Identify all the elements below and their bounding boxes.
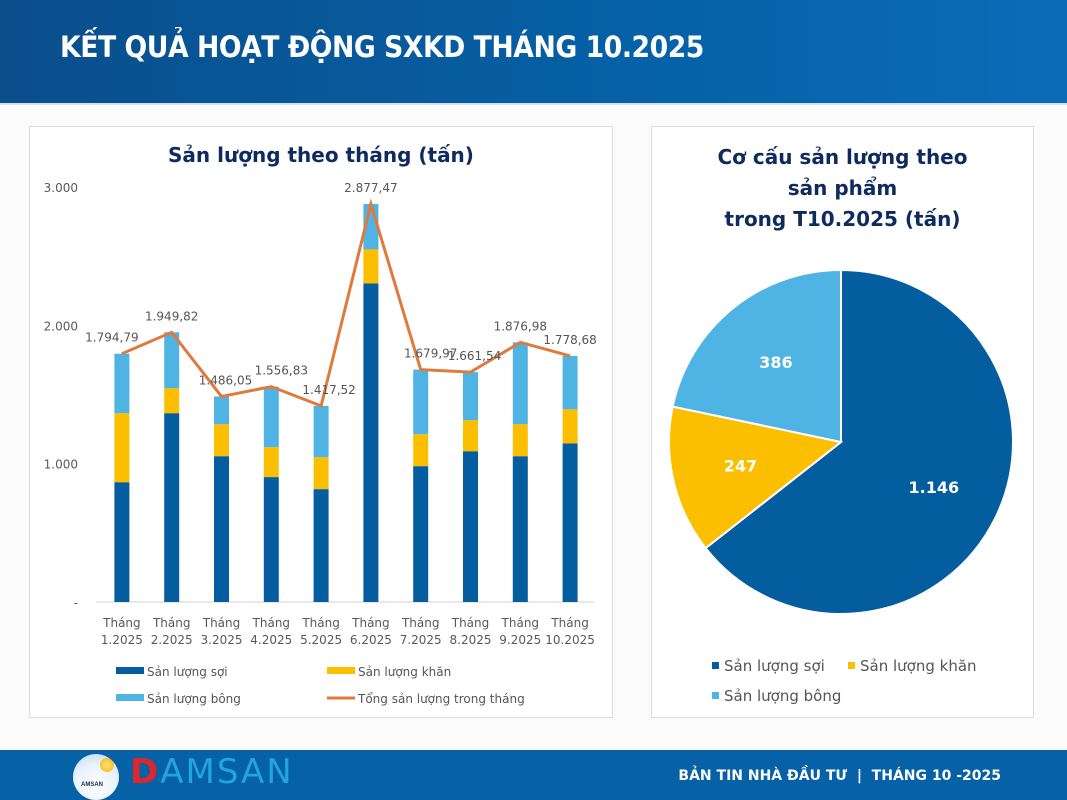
bar-segment: [562, 443, 578, 602]
x-tick-label: 1.2025: [101, 633, 143, 647]
total-output-line: [121, 198, 571, 408]
brand-initial: D: [130, 752, 161, 792]
bar-segment: [164, 332, 180, 389]
data-label: 1.661,54: [448, 349, 501, 363]
x-tick-label: Tháng: [550, 616, 589, 630]
x-tick-label: Tháng: [501, 616, 540, 630]
x-tick-label: Tháng: [301, 616, 340, 630]
page-header: KẾT QUẢ HOẠT ĐỘNG SXKD THÁNG 10.2025: [0, 0, 1067, 105]
data-label: 1.417,52: [302, 383, 355, 397]
pie-chart-title: Cơ cấu sản lượng theo sản phẩm trong T10…: [717, 145, 968, 231]
legend-label: Sản lượng bông: [147, 692, 241, 706]
data-label: 1.679,97: [404, 347, 457, 361]
x-tick-label: 5.2025: [300, 633, 342, 647]
bar-segment: [214, 424, 229, 457]
bar-segment: [413, 466, 429, 602]
bar-segment: [214, 396, 229, 425]
bulletin-label: BẢN TIN NHÀ ĐẦU TƯ | THÁNG 10 -2025: [678, 768, 1001, 784]
data-label: 1.556,83: [255, 364, 308, 378]
x-tick-label: Tháng: [102, 616, 141, 630]
bar-chart-title: Sản lượng theo tháng (tấn): [168, 143, 474, 167]
legend-swatch: [327, 667, 355, 674]
legend-label: Sản lượng khăn: [358, 665, 451, 679]
bar-segment: [263, 447, 279, 478]
x-tick-label: 10.2025: [545, 633, 595, 647]
data-label: 1.794,79: [85, 331, 138, 345]
bar-segment: [214, 456, 229, 602]
y-tick-label: 3.000: [44, 181, 78, 195]
legend-label: Sản lượng sợi: [147, 665, 228, 679]
bar-segment: [413, 434, 429, 467]
legend-label: Tổng sản lượng trong tháng: [357, 692, 525, 706]
x-tick-label: 4.2025: [250, 633, 292, 647]
bar-segment: [413, 369, 429, 435]
y-tick-label: -: [74, 596, 78, 610]
x-tick-label: Tháng: [401, 616, 440, 630]
bar-segment: [363, 283, 379, 602]
x-tick-label: Tháng: [252, 616, 291, 630]
data-label: 1.486,05: [199, 373, 252, 387]
bar-segment: [313, 457, 329, 490]
bar-segment: [114, 482, 130, 602]
bar-segment: [114, 353, 130, 414]
damsan-logo-icon: AMSAN: [73, 754, 119, 800]
y-tick-label: 1.000: [44, 458, 78, 472]
x-tick-label: Tháng: [351, 616, 390, 630]
bar-segment: [263, 477, 279, 602]
x-tick-label: Tháng: [152, 616, 191, 630]
sun-icon: [100, 758, 114, 772]
page-footer: [0, 750, 1067, 800]
data-label: 2.877,47: [344, 181, 397, 195]
bar-segment: [164, 388, 180, 414]
data-label: 1.876,98: [494, 319, 547, 333]
bar-segment: [263, 386, 279, 448]
x-tick-label: Tháng: [202, 616, 241, 630]
bar-segment: [512, 456, 528, 602]
bar-segment: [114, 413, 130, 483]
bar-segment: [562, 409, 578, 444]
product-structure-chart-panel: Cơ cấu sản lượng theo sản phẩm trong T10…: [651, 126, 1034, 718]
x-tick-label: 7.2025: [400, 633, 442, 647]
logo-text: AMSAN: [81, 782, 103, 788]
legend-swatch: [116, 694, 144, 701]
y-tick-label: 2.000: [44, 319, 78, 333]
bar-segment: [463, 372, 478, 421]
brand-rest: AMSAN: [160, 752, 294, 792]
bar-segment: [512, 342, 528, 425]
bar-segment: [313, 489, 329, 602]
x-tick-label: 2.2025: [151, 633, 193, 647]
legend-swatch: [116, 667, 144, 674]
bar-segment: [164, 413, 180, 602]
bar-segment: [463, 451, 478, 602]
x-tick-label: 8.2025: [450, 633, 492, 647]
data-label: 1.778,68: [543, 333, 596, 347]
bar-segment: [313, 405, 329, 458]
data-label: 1.949,82: [145, 309, 198, 323]
bar-segment: [512, 424, 528, 457]
x-tick-label: 9.2025: [499, 633, 541, 647]
brand-wordmark: DAMSAN: [130, 752, 294, 792]
bar-segment: [363, 249, 379, 284]
x-tick-label: 6.2025: [350, 633, 392, 647]
page-title: KẾT QUẢ HOẠT ĐỘNG SXKD THÁNG 10.2025: [60, 30, 704, 64]
bar-segment: [463, 420, 478, 452]
x-tick-label: 3.2025: [201, 633, 243, 647]
bar-segment: [562, 355, 578, 410]
x-tick-label: Tháng: [451, 616, 490, 630]
